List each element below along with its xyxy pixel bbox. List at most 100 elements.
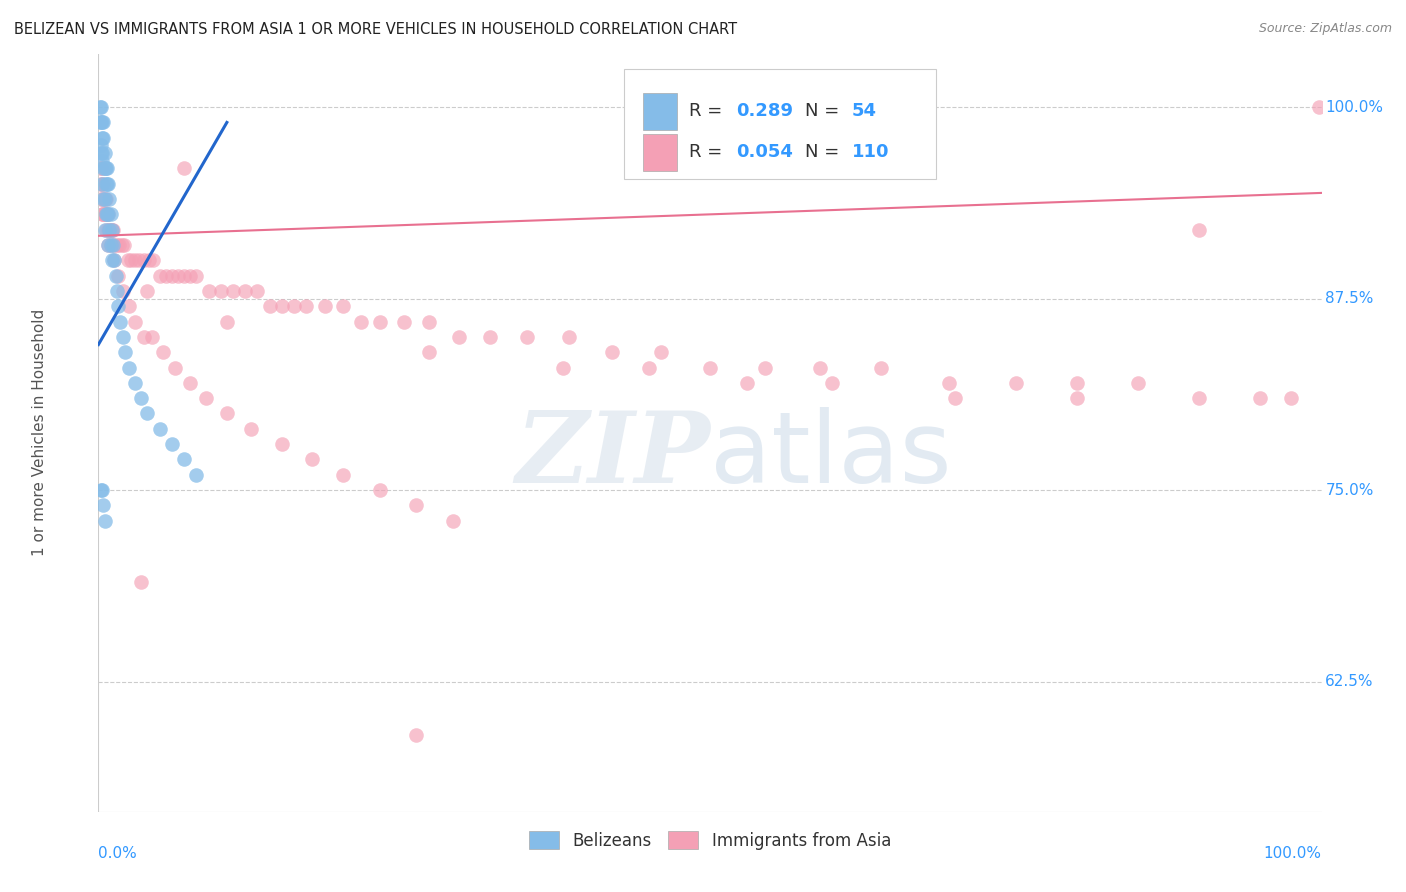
Point xyxy=(132,253,155,268)
Point xyxy=(93,146,115,161)
Point xyxy=(91,115,114,129)
Point xyxy=(111,238,134,252)
Point xyxy=(94,161,117,176)
Point xyxy=(91,207,114,221)
Point xyxy=(93,161,115,176)
Point xyxy=(821,376,844,390)
Point xyxy=(368,315,391,329)
Point xyxy=(1066,376,1088,390)
Point xyxy=(152,345,174,359)
Point xyxy=(418,345,440,359)
Point xyxy=(97,238,120,252)
Point xyxy=(110,315,132,329)
Point xyxy=(186,467,208,482)
Point xyxy=(124,376,146,390)
Point xyxy=(90,138,112,153)
Point xyxy=(107,299,129,313)
Point xyxy=(103,253,125,268)
Point xyxy=(240,422,263,436)
Legend: Belizeans, Immigrants from Asia: Belizeans, Immigrants from Asia xyxy=(523,824,897,856)
Point xyxy=(301,452,323,467)
Point xyxy=(283,299,305,313)
Point xyxy=(97,222,120,236)
Text: 0.289: 0.289 xyxy=(735,103,793,120)
Point xyxy=(167,268,190,283)
Point xyxy=(173,161,195,176)
Point xyxy=(246,284,269,298)
Point xyxy=(165,360,187,375)
Point xyxy=(91,177,114,191)
Point xyxy=(103,253,125,268)
Point xyxy=(107,268,129,283)
Point xyxy=(98,192,121,206)
Point xyxy=(392,315,416,329)
Point xyxy=(101,222,124,236)
Text: 1 or more Vehicles in Household: 1 or more Vehicles in Household xyxy=(32,309,48,557)
Point xyxy=(89,115,111,129)
Point xyxy=(100,207,122,221)
Point xyxy=(117,253,139,268)
Point xyxy=(91,153,114,168)
Point xyxy=(1279,391,1302,405)
Point xyxy=(93,207,115,221)
Point xyxy=(101,238,124,252)
Point xyxy=(98,222,121,236)
Point xyxy=(405,499,427,513)
Point xyxy=(94,177,117,191)
Point xyxy=(91,207,114,221)
Point xyxy=(943,391,966,405)
Point xyxy=(105,284,128,298)
Text: R =: R = xyxy=(689,103,728,120)
Point xyxy=(132,330,155,344)
Point xyxy=(94,192,117,206)
Point xyxy=(478,330,501,344)
Point xyxy=(138,253,160,268)
Point xyxy=(101,222,124,236)
Point xyxy=(101,253,124,268)
Point xyxy=(259,299,281,313)
Point xyxy=(1249,391,1271,405)
Point xyxy=(104,268,127,283)
Point xyxy=(96,161,118,176)
Text: 100.0%: 100.0% xyxy=(1326,100,1384,115)
Point xyxy=(89,177,111,191)
Point xyxy=(91,130,114,145)
Text: R =: R = xyxy=(689,144,728,161)
Point xyxy=(179,376,201,390)
Point xyxy=(105,238,128,252)
Point xyxy=(197,284,219,298)
Point xyxy=(90,161,112,176)
Point xyxy=(155,268,177,283)
Point xyxy=(103,238,125,252)
Point xyxy=(441,514,464,528)
Point xyxy=(1188,391,1211,405)
Text: atlas: atlas xyxy=(710,407,952,504)
Point xyxy=(160,437,183,451)
Point xyxy=(96,207,118,221)
Text: N =: N = xyxy=(806,144,845,161)
Point xyxy=(96,207,118,221)
Point xyxy=(637,360,661,375)
Point xyxy=(808,360,831,375)
Text: BELIZEAN VS IMMIGRANTS FROM ASIA 1 OR MORE VEHICLES IN HOUSEHOLD CORRELATION CHA: BELIZEAN VS IMMIGRANTS FROM ASIA 1 OR MO… xyxy=(14,22,737,37)
Point xyxy=(93,222,115,236)
Point xyxy=(515,330,537,344)
Point xyxy=(112,238,135,252)
Point xyxy=(209,284,232,298)
Point xyxy=(350,315,373,329)
Point xyxy=(100,238,122,252)
Point xyxy=(120,253,142,268)
Text: ZIP: ZIP xyxy=(515,407,710,504)
Point xyxy=(129,574,152,589)
Point xyxy=(91,177,114,191)
FancyBboxPatch shape xyxy=(643,134,678,170)
Point xyxy=(215,407,238,421)
Point xyxy=(97,177,120,191)
Point xyxy=(1004,376,1026,390)
Point xyxy=(97,207,120,221)
Point xyxy=(124,315,146,329)
Point xyxy=(173,268,195,283)
Point xyxy=(142,253,165,268)
Point xyxy=(96,177,118,191)
Point xyxy=(93,514,115,528)
